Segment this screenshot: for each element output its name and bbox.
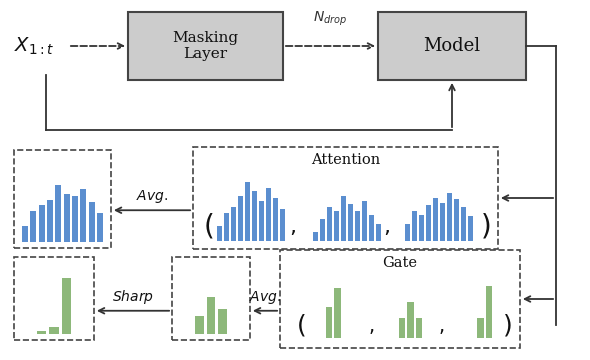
Text: $Avg.$: $Avg.$ [249, 289, 281, 306]
Bar [416, 318, 422, 338]
Bar [55, 185, 61, 242]
Bar [14, 150, 111, 248]
Bar [412, 211, 417, 241]
Text: $N_{drop}$: $N_{drop}$ [313, 10, 348, 28]
Bar [22, 226, 28, 242]
Bar [238, 196, 243, 241]
Bar [376, 224, 381, 241]
Bar [231, 207, 236, 241]
Bar [217, 225, 222, 241]
Bar [280, 209, 286, 241]
Bar [273, 198, 278, 241]
Bar [405, 224, 410, 241]
Bar [447, 193, 453, 241]
Bar [128, 12, 283, 80]
Bar [477, 318, 484, 338]
Bar [195, 316, 204, 334]
Text: ,: , [369, 316, 375, 336]
Bar [335, 288, 341, 338]
Bar [486, 287, 493, 338]
Text: (: ( [297, 314, 307, 338]
Bar [399, 318, 405, 338]
Bar [461, 207, 466, 241]
Text: (: ( [204, 213, 214, 241]
Bar [419, 215, 424, 241]
Bar [320, 219, 325, 241]
Bar [64, 194, 70, 242]
Bar [30, 211, 37, 242]
Text: Gate: Gate [382, 256, 418, 270]
Bar [224, 213, 229, 241]
Bar [47, 199, 53, 242]
Bar [341, 196, 346, 241]
Bar [348, 204, 353, 241]
Bar [62, 278, 71, 334]
Text: ): ) [481, 213, 491, 241]
Bar [327, 207, 332, 241]
Bar [355, 211, 360, 241]
Bar [193, 147, 498, 249]
Bar [362, 201, 368, 241]
Bar [334, 211, 339, 241]
Text: $Avg.$: $Avg.$ [136, 188, 168, 205]
Text: $X_{1:t}$: $X_{1:t}$ [14, 35, 54, 57]
Bar [266, 188, 271, 241]
Text: $Sharp$: $Sharp$ [112, 288, 154, 306]
Bar [80, 189, 87, 242]
Bar [454, 199, 459, 241]
Bar [97, 213, 103, 242]
Text: ): ) [503, 314, 513, 338]
Bar [37, 331, 46, 334]
Bar [407, 302, 414, 338]
Bar [50, 327, 58, 334]
Text: ,: , [439, 316, 445, 336]
Bar [88, 202, 95, 242]
Bar [218, 309, 227, 334]
Bar [378, 12, 526, 80]
Bar [440, 203, 445, 241]
Text: ,: , [384, 217, 391, 237]
Text: ,: , [290, 217, 297, 237]
Text: Model: Model [424, 37, 481, 55]
Bar [172, 257, 250, 340]
Bar [468, 216, 473, 241]
Bar [426, 205, 431, 241]
Bar [38, 205, 45, 242]
Text: Masking
Layer: Masking Layer [172, 31, 238, 61]
Text: Attention: Attention [311, 153, 380, 167]
Bar [72, 196, 78, 242]
Bar [326, 307, 332, 338]
Bar [245, 182, 250, 241]
Bar [280, 250, 520, 348]
Bar [259, 201, 264, 241]
Bar [313, 232, 318, 241]
Bar [369, 215, 374, 241]
Bar [252, 192, 257, 241]
Bar [433, 198, 438, 241]
Bar [206, 297, 215, 334]
Bar [14, 257, 94, 340]
